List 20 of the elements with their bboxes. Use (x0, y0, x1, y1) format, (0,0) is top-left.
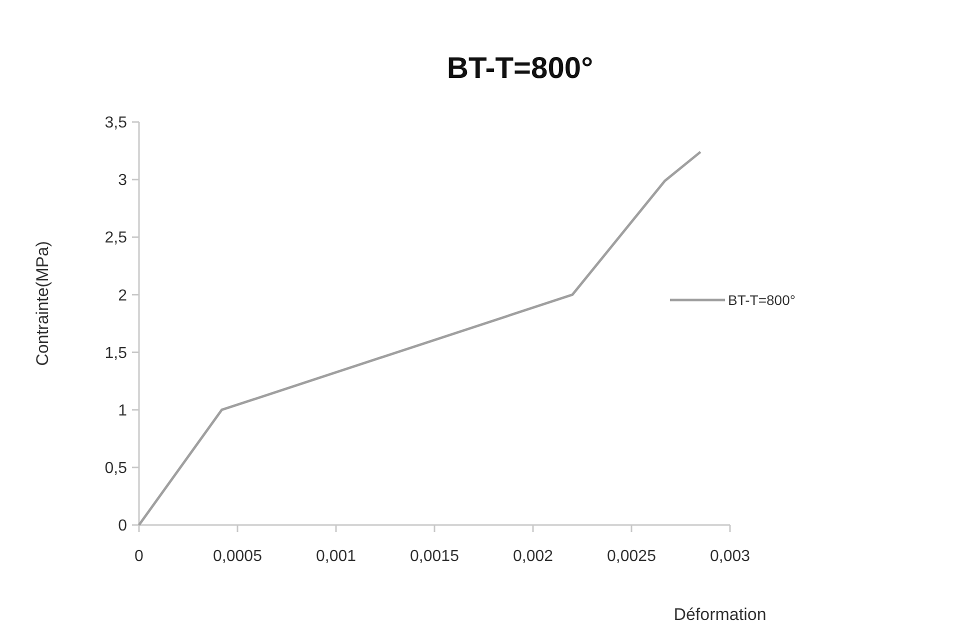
y-tick-label: 2 (118, 287, 128, 304)
y-tick-label: 0,5 (104, 460, 128, 478)
y-tick-label: 2,5 (104, 230, 128, 247)
legend-label: BT-T=800° (728, 292, 796, 308)
x-tick-label: 0,0025 (607, 548, 656, 565)
y-tick-label: 0 (118, 518, 128, 535)
x-tick-label: 0,002 (512, 548, 554, 565)
y-axis-title: Contrainte(MPa) (33, 241, 52, 366)
line-series (138, 150, 702, 526)
x-tick-label: 0,003 (710, 548, 750, 565)
y-tick-label: 3 (118, 172, 128, 190)
y-tick-label: 1,5 (104, 344, 128, 362)
chart-title: BT-T=800° (446, 52, 594, 85)
y-tick-label: 3,5 (104, 114, 128, 132)
x-axis-title: Déformation (674, 605, 766, 624)
x-tick-label: 0,001 (316, 548, 356, 565)
x-tick-label: 0 (134, 548, 144, 565)
y-tick-label: 1 (118, 402, 128, 420)
x-tick-label: 0,0005 (213, 548, 262, 565)
x-tick-label: 0,0015 (410, 548, 460, 565)
